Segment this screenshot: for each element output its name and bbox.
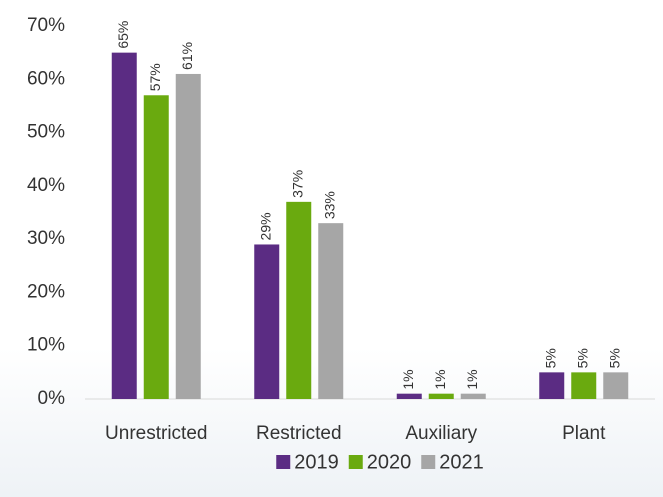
value-label: 1% bbox=[400, 369, 416, 389]
bar bbox=[539, 372, 565, 399]
y-tick-label: 20% bbox=[27, 281, 65, 302]
x-tick-label: Auxiliary bbox=[405, 423, 477, 444]
legend-swatch bbox=[421, 455, 436, 469]
bar bbox=[111, 52, 137, 400]
value-label: 61% bbox=[179, 42, 195, 70]
value-label: 33% bbox=[321, 191, 337, 219]
value-label: 65% bbox=[115, 21, 131, 49]
y-tick-label: 50% bbox=[27, 122, 65, 143]
bar bbox=[428, 393, 454, 399]
y-tick-label: 40% bbox=[27, 175, 65, 196]
value-label: 5% bbox=[574, 348, 590, 368]
x-tick-label: Plant bbox=[562, 423, 606, 444]
y-tick-label: 60% bbox=[27, 68, 65, 89]
legend-swatch bbox=[348, 455, 363, 469]
bar bbox=[396, 393, 422, 399]
value-label: 5% bbox=[606, 348, 622, 368]
bar bbox=[318, 223, 344, 399]
y-tick-label: 10% bbox=[27, 335, 65, 356]
legend-label: 2021 bbox=[439, 451, 484, 473]
value-label: 1% bbox=[432, 369, 448, 389]
legend-swatch bbox=[276, 455, 291, 469]
y-tick-label: 0% bbox=[38, 388, 66, 409]
y-tick-label: 30% bbox=[27, 228, 65, 249]
bar bbox=[254, 244, 280, 399]
legend-label: 2019 bbox=[294, 451, 339, 473]
x-tick-label: Unrestricted bbox=[105, 423, 207, 444]
y-tick-label: 70% bbox=[27, 15, 65, 36]
value-label: 57% bbox=[147, 63, 163, 91]
value-label: 5% bbox=[542, 348, 558, 368]
value-label: 29% bbox=[257, 212, 273, 240]
bar bbox=[175, 73, 201, 399]
bar bbox=[603, 372, 629, 399]
value-label: 37% bbox=[289, 170, 305, 198]
bar bbox=[571, 372, 597, 399]
bar bbox=[143, 95, 169, 400]
x-tick-label: Restricted bbox=[256, 423, 342, 444]
bar bbox=[460, 393, 486, 399]
legend-label: 2020 bbox=[367, 451, 412, 473]
value-label: 1% bbox=[464, 369, 480, 389]
bar bbox=[286, 201, 312, 399]
